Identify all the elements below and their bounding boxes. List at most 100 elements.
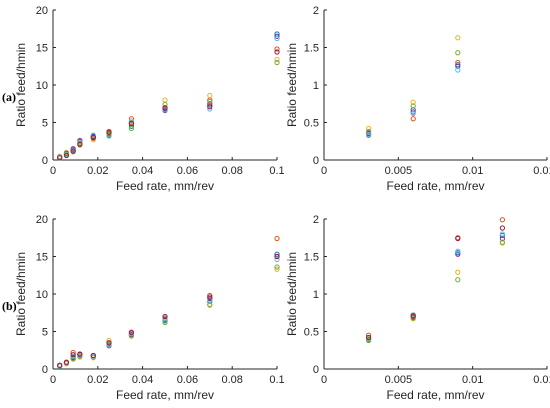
data-point [63,152,70,159]
data-point [410,110,416,117]
chart-a-left: 0 0.02 0.04 0.06 0.08 0.1 0 5 10 15 20 Feed rate, m… [14,5,285,193]
data-point [128,118,134,124]
x-tick-label: 0.06 [177,165,198,177]
data-point [455,67,461,73]
data-point [499,217,505,223]
data-point [207,98,213,105]
x-tick-label: 0.005 [385,165,413,177]
x-axis-label: Feed rate, mm/rev [386,388,484,402]
data-point [274,256,280,263]
data-point [410,103,416,109]
data-point [70,148,76,154]
y-tick-label: 0 [313,155,319,167]
x-tick-label: 0.015 [533,374,550,386]
data-point [70,352,76,358]
x-axis-label: Feed rate, mm/rev [386,179,484,193]
data-point [162,105,168,111]
data-point [274,49,280,55]
x-tick-label: 0.005 [385,374,413,386]
data-point [128,120,134,126]
data-point [207,294,213,300]
y-tick-label: 0.5 [304,118,319,130]
y-tick-label: 10 [36,80,48,92]
data-point [410,116,416,122]
y-tick-label: 10 [36,289,48,301]
data-point [77,141,83,147]
x-tick-label: 0.01 [462,374,483,386]
y-axis-label: Ratio feed/hmin [285,43,299,127]
y-tick-label: 0 [42,155,48,167]
data-point [128,125,134,132]
data-point [410,315,416,321]
data-point [57,362,63,368]
data-point [207,92,213,99]
data-point [90,134,96,141]
data-point [162,316,168,322]
y-tick-label: 20 [36,214,48,226]
data-point [207,297,213,303]
y-tick-label: 1 [313,80,319,92]
data-point [207,104,213,110]
y-tick-label: 1 [313,289,319,301]
data-point [366,128,372,135]
data-point [274,46,280,52]
x-tick-label: 0.02 [87,374,108,386]
x-tick-label: 0.08 [221,165,242,177]
data-point [274,253,280,260]
data-point [106,340,112,346]
x-axis-label: Feed rate, mm/rev [116,179,214,193]
y-tick-label: 0.5 [304,327,319,339]
data-point [90,352,96,359]
data-point [207,106,213,112]
data-point [410,313,416,319]
data-point [63,359,70,365]
y-tick-label: 1.5 [304,43,319,55]
data-point [90,132,96,138]
chart-b-right: 0 0.005 0.01 0.015 0 0.5 1 1.5 2 Feed rate, mm/re… [285,214,550,402]
y-tick-label: 1.5 [304,252,319,264]
row-label-a: (a) [2,90,16,104]
data-point [274,35,280,42]
data-point [455,277,461,283]
data-point [274,235,280,242]
y-tick-label: 0 [42,364,48,376]
x-tick-label: 0 [50,374,56,386]
chart-a-right: 0 0.005 0.01 0.015 0 0.5 1 1.5 2 Feed rate, mm/re… [285,5,550,193]
y-tick-label: 15 [36,252,48,264]
data-point [57,155,63,161]
data-point [274,264,280,270]
x-tick-label: 0.04 [132,165,153,177]
data-point [106,129,112,135]
y-tick-label: 2 [313,5,319,17]
y-tick-label: 0 [313,364,319,376]
data-point [162,97,168,103]
y-tick-label: 15 [36,43,48,55]
x-tick-label: 0.015 [533,165,550,177]
x-tick-label: 0 [50,165,56,177]
data-point [455,35,461,41]
data-point [274,251,280,257]
x-tick-label: 0.02 [87,165,108,177]
data-point [106,342,112,348]
x-tick-label: 0 [321,374,327,386]
x-tick-label: 0.06 [177,374,198,386]
data-point [455,269,461,275]
data-point [499,231,505,237]
data-point [274,56,280,63]
y-tick-label: 5 [42,118,48,130]
data-point [455,50,461,56]
y-axis-label: Ratio feed/hmin [14,252,28,336]
y-axis-label: Ratio feed/hmin [285,252,299,336]
data-point [366,131,372,138]
x-tick-label: 0.04 [132,374,153,386]
y-tick-label: 20 [36,5,48,17]
data-point [77,139,83,145]
data-point [366,334,372,341]
data-point [455,235,461,242]
x-axis-label: Feed rate, mm/rev [116,388,214,402]
row-label-b: (b) [2,299,17,313]
x-tick-label: 0.01 [462,165,483,177]
data-point [77,351,83,357]
x-tick-label: 0 [321,165,327,177]
